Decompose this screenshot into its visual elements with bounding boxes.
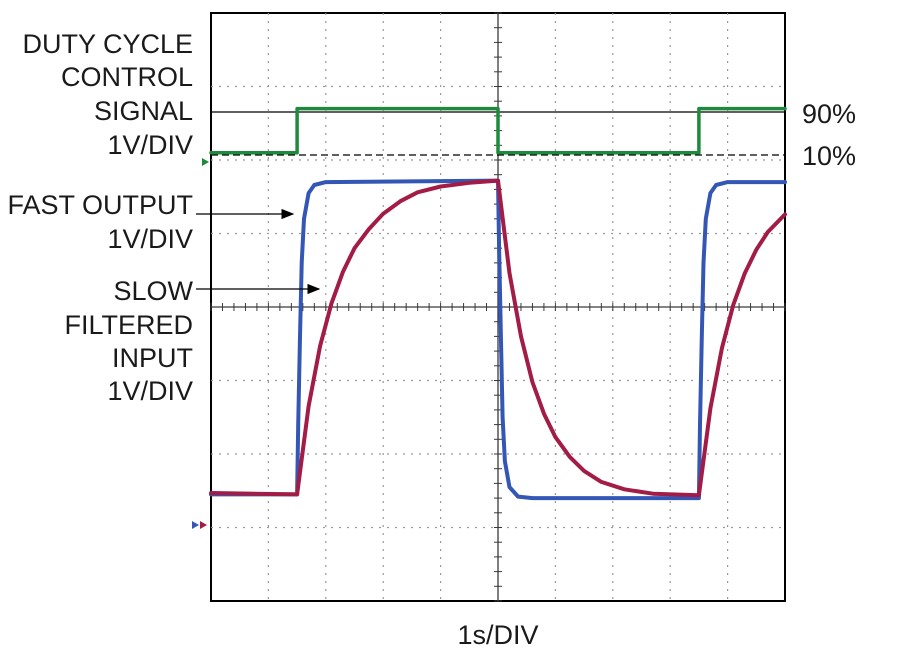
duty-label-line-1: DUTY CYCLE bbox=[22, 29, 193, 59]
slow-label-line-2: FILTERED bbox=[64, 310, 193, 340]
duty-label-line-3: SIGNAL bbox=[94, 96, 193, 126]
slow-label-line-3: INPUT bbox=[112, 343, 193, 373]
slow-trace bbox=[209, 178, 787, 498]
traces bbox=[209, 106, 787, 501]
fast-trace bbox=[209, 178, 787, 501]
fast-ground-marker bbox=[192, 521, 199, 529]
level-90-label: 90% bbox=[802, 99, 856, 129]
slow-label-line-1: SLOW bbox=[113, 276, 193, 306]
x-axis-label: 1s/DIV bbox=[457, 620, 538, 650]
duty-trace bbox=[209, 106, 787, 155]
duty-label-line-2: CONTROL bbox=[61, 62, 193, 92]
duty-label-line-4: 1V/DIV bbox=[107, 130, 193, 160]
duty-ground-marker bbox=[202, 158, 209, 166]
fast-label-line-1: FAST OUTPUT bbox=[7, 190, 193, 220]
slow-label-line-4: 1V/DIV bbox=[107, 376, 193, 406]
level-10-label: 10% bbox=[802, 141, 856, 171]
fast-label-line-2: 1V/DIV bbox=[107, 224, 193, 254]
slow-ground-marker bbox=[200, 521, 207, 529]
